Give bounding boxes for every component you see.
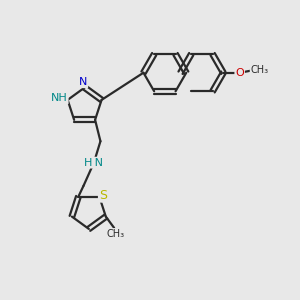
Text: CH₃: CH₃ — [106, 229, 125, 239]
Text: CH₃: CH₃ — [250, 65, 269, 75]
Text: N: N — [79, 77, 87, 87]
Text: H N: H N — [84, 158, 103, 168]
Text: S: S — [99, 189, 107, 202]
Text: O: O — [235, 68, 244, 78]
Text: NH: NH — [51, 93, 68, 103]
